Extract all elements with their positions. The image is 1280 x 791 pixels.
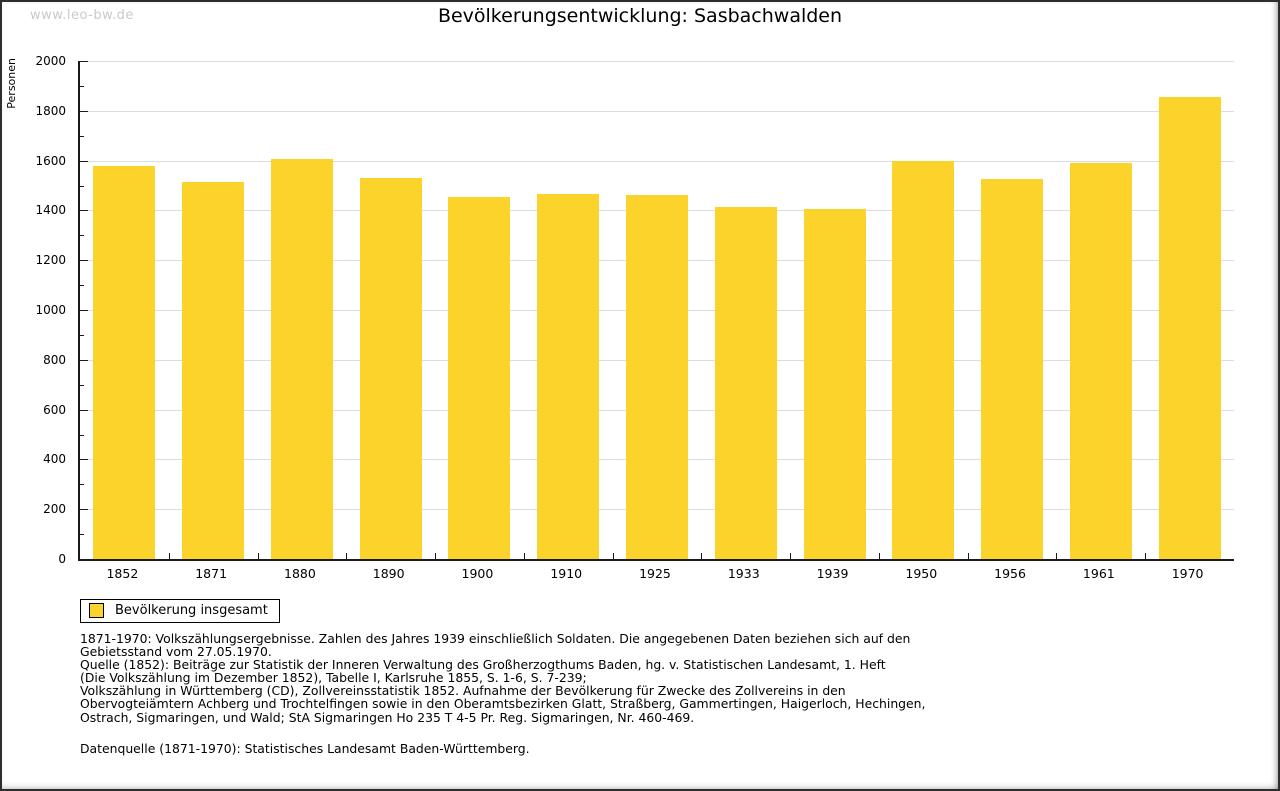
x-tick-label: 1871 (195, 566, 228, 581)
x-tick-label: 1925 (639, 566, 671, 581)
y-tick-label: 1800 (35, 103, 66, 118)
plot-area (78, 61, 1234, 561)
footer-notes: 1871-1970: Volkszählungsergebnisse. Zahl… (80, 632, 925, 724)
y-minor-tick (80, 384, 84, 386)
y-minor-tick (80, 484, 84, 486)
x-tick-label: 1900 (461, 566, 494, 581)
y-minor-tick (80, 135, 84, 137)
y-tick-label: 0 (58, 552, 66, 566)
y-major-tick (80, 160, 88, 162)
datasource-line: Datenquelle (1871-1970): Statistisches L… (80, 741, 530, 756)
y-minor-tick (80, 235, 84, 237)
y-minor-tick (80, 434, 84, 436)
x-tick-label: 1961 (1082, 566, 1115, 581)
legend: Bevölkerung insgesamt (80, 599, 280, 623)
y-tick-label: 600 (43, 402, 66, 417)
bar (270, 159, 333, 559)
x-tick-label: 1890 (372, 566, 405, 581)
y-major-tick (80, 310, 88, 311)
bar (1158, 96, 1221, 559)
x-boundary-tick (346, 553, 348, 559)
x-tick-label: 1970 (1171, 566, 1204, 581)
x-tick-label: 1956 (994, 566, 1026, 581)
x-boundary-tick (257, 553, 259, 559)
bar (448, 196, 511, 559)
y-gridline (80, 110, 1234, 112)
x-boundary-tick (435, 553, 437, 559)
bar (981, 179, 1044, 559)
y-tick-label: 200 (43, 502, 66, 517)
y-gridline (80, 61, 1234, 62)
y-major-tick (80, 359, 88, 361)
y-minor-tick (80, 185, 84, 187)
x-boundary-tick (967, 553, 969, 559)
footer-line: Obervogteiämtern Achberg und Trochtelfin… (80, 696, 926, 712)
x-boundary-tick (1145, 553, 1147, 559)
x-tick-label: 1880 (284, 566, 316, 581)
y-tick-label: 400 (43, 452, 66, 467)
y-minor-tick (80, 85, 84, 87)
y-major-tick (80, 260, 88, 262)
y-major-tick (80, 110, 88, 112)
legend-label: Bevölkerung insgesamt (115, 603, 268, 618)
bar (714, 206, 777, 559)
watermark: www.leo-bw.de (30, 8, 134, 23)
x-tick-label: 1852 (106, 566, 139, 581)
footer-line: Gebietsstand vom 27.05.1970. (80, 644, 272, 660)
x-tick-label: 1933 (727, 566, 760, 581)
y-major-tick (80, 409, 88, 411)
bar (803, 208, 866, 559)
x-boundary-tick (612, 553, 614, 559)
y-gridline (80, 160, 1234, 162)
footer-line: Ostrach, Sigmaringen, und Wald; StA Sigm… (80, 709, 695, 725)
footer-line: Quelle (1852): Beiträge zur Statistik de… (80, 657, 886, 673)
bar (626, 194, 688, 559)
y-axis-tick-labels: 0 200 400 600 800 1000 1200 1400 1600 1800 2000 (2, 54, 72, 566)
bar (1069, 163, 1132, 559)
bar (93, 166, 156, 559)
y-major-tick (80, 459, 88, 461)
x-boundary-tick (878, 553, 880, 559)
y-tick-label: 1200 (35, 253, 66, 268)
x-tick-label: 1910 (550, 566, 583, 581)
legend-swatch-icon (89, 603, 104, 618)
footer-line: (Die Volkszählung im Dezember 1852), Tab… (80, 670, 587, 686)
y-major-tick (80, 61, 88, 62)
x-boundary-tick (168, 553, 170, 559)
bar (537, 193, 600, 559)
y-tick-label: 1400 (35, 203, 66, 218)
x-boundary-tick (523, 553, 525, 559)
x-tick-label: 1939 (816, 566, 849, 581)
y-minor-tick (80, 285, 84, 287)
bar (359, 178, 422, 559)
y-major-tick (80, 509, 88, 511)
bar (892, 161, 955, 559)
y-tick-label: 1600 (35, 153, 66, 168)
footer-line: Volkszählung in Württemberg (CD), Zollve… (80, 683, 846, 699)
y-minor-tick (80, 534, 84, 536)
y-minor-tick (80, 334, 84, 336)
x-boundary-tick (1056, 553, 1058, 559)
y-tick-label: 800 (43, 352, 66, 367)
bar (182, 182, 245, 559)
y-major-tick (80, 210, 88, 212)
page-title: Bevölkerungsentwicklung: Sasbachwalden (437, 5, 843, 27)
x-boundary-tick (790, 553, 792, 559)
y-tick-label: 1000 (35, 303, 66, 317)
footer-line: 1871-1970: Volkszählungsergebnisse. Zahl… (80, 631, 911, 646)
x-tick-label: 1950 (905, 566, 938, 581)
x-boundary-tick (701, 553, 703, 559)
y-tick-label: 2000 (35, 54, 66, 68)
x-axis-tick-labels: 1852 1871 1880 1890 1900 1910 1925 1933 1939 1950… (78, 566, 1232, 582)
